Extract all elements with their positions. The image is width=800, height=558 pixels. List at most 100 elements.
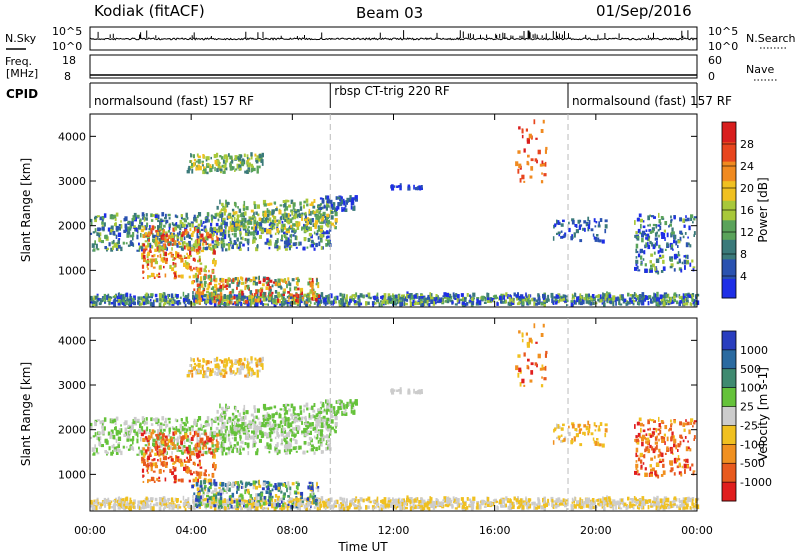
power-cell [285,213,288,217]
power-cell [545,147,547,150]
power-cell [639,295,642,297]
power-cell [528,162,530,165]
power-cell [580,302,583,305]
power-cell [119,228,121,231]
power-cell [685,232,687,235]
power-cell [300,288,303,292]
power-cell [631,300,633,304]
power-cell [174,264,176,267]
power-cell [146,223,148,228]
velocity-cell [189,427,191,431]
power-cell [202,164,204,166]
power-cell [316,233,319,236]
velocity-cell [142,416,145,420]
power-cell [588,224,590,229]
velocity-cell [168,447,170,450]
power-cell [299,213,301,217]
velocity-cell [118,437,121,442]
velocity-cell [162,437,164,440]
power-cell [269,217,271,221]
power-cell [673,240,675,244]
velocity-cell [140,437,142,442]
power-cell [136,228,138,232]
velocity-cell [216,357,218,362]
power-cell [159,298,161,301]
power-cell [168,230,170,233]
power-cell [178,275,181,278]
velocity-cell [228,450,230,454]
velocity-cell [142,475,144,478]
velocity-cell [142,469,144,473]
power-cell [658,235,660,238]
date-title: 01/Sep/2016 [596,2,692,20]
power-cell [257,166,259,170]
power-cell [130,235,133,238]
power-cell [643,258,645,261]
power-cell [308,238,310,242]
power-cell [318,227,320,232]
power-cell [518,164,521,169]
power-cell [209,292,212,296]
power-cell [166,258,168,262]
power-cell [225,248,228,251]
power-cell [363,295,365,299]
nave-label: Nave [746,63,774,76]
power-cell [505,292,507,296]
power-cell [274,202,277,205]
power-cell [239,299,241,301]
velocity-cell [224,358,227,361]
power-cell [640,219,643,223]
power-cell [290,293,293,296]
power-cell [287,277,289,281]
power-cell [568,222,570,225]
velocity-cell [136,439,138,444]
power-cell [183,263,186,267]
power-cell [674,235,676,239]
power-cell [197,215,199,218]
power-cell [635,249,637,253]
power-cell [292,278,295,281]
power-cell [123,242,125,245]
velocity-cell [142,447,145,450]
power-cell [224,154,227,157]
velocity-cell [147,479,149,483]
power-cell [399,302,402,306]
power-cell [205,247,208,250]
power-cell [484,302,487,304]
power-cell [661,270,664,273]
velocity-cell [119,432,121,435]
velocity-cell [93,435,96,437]
power-cell [195,300,197,303]
power-cell [307,294,310,297]
power-cell [214,296,216,300]
power-cell [675,241,677,246]
velocity-cell [171,451,173,455]
power-cell [656,241,658,246]
velocity-cell [214,464,217,469]
power-cell [166,234,168,238]
velocity-cell [143,438,145,442]
power-cell [319,207,322,210]
power-cell [140,233,142,238]
power-cell [605,219,608,222]
power-cell [341,300,344,302]
power-cell [327,199,329,201]
power-cell [308,298,311,303]
velocity-cell [158,454,160,457]
velocity-cell [175,419,177,422]
power-cell [325,303,327,306]
power-cell [243,208,245,211]
power-cell [255,158,258,160]
velocity-cell [326,434,329,438]
power-cell [499,296,502,300]
velocity-cell [204,432,207,435]
power-cell [300,206,302,211]
power-cell [196,278,199,282]
power-cell [126,293,129,297]
velocity-cell [224,415,226,419]
power-cell [151,293,154,296]
velocity-cell [123,446,125,449]
power-cell [293,242,296,246]
power-cell [104,294,106,298]
power-cell [241,158,244,161]
